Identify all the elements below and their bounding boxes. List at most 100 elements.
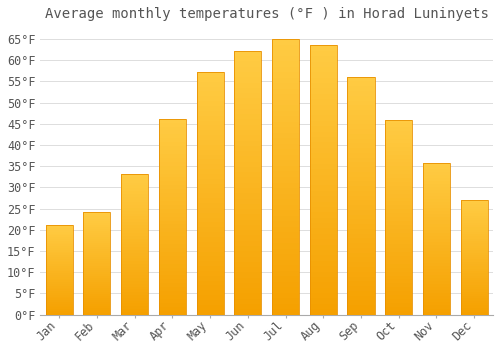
Bar: [460, 214, 488, 216]
Bar: [348, 162, 374, 167]
Bar: [310, 99, 337, 105]
Bar: [310, 261, 337, 266]
Bar: [234, 294, 262, 299]
Bar: [46, 307, 73, 309]
Bar: [121, 292, 148, 295]
Bar: [385, 202, 412, 205]
Bar: [423, 266, 450, 269]
Bar: [348, 238, 374, 243]
Bar: [84, 286, 110, 288]
Bar: [84, 282, 110, 284]
Bar: [272, 144, 299, 149]
Bar: [460, 310, 488, 312]
Bar: [423, 287, 450, 290]
Bar: [272, 83, 299, 89]
Bar: [196, 184, 224, 188]
Bar: [310, 121, 337, 126]
Bar: [46, 228, 73, 230]
Bar: [310, 218, 337, 223]
Bar: [423, 217, 450, 220]
Bar: [46, 309, 73, 311]
Bar: [460, 278, 488, 280]
Bar: [272, 293, 299, 298]
Bar: [196, 213, 224, 218]
Bar: [46, 275, 73, 277]
Bar: [460, 303, 488, 306]
Bar: [46, 280, 73, 282]
Bar: [310, 175, 337, 180]
Bar: [348, 148, 374, 153]
Bar: [272, 232, 299, 238]
Bar: [159, 142, 186, 146]
Bar: [348, 77, 374, 82]
Bar: [234, 272, 262, 278]
Bar: [385, 244, 412, 248]
Bar: [385, 194, 412, 197]
Bar: [310, 153, 337, 159]
Bar: [385, 197, 412, 202]
Bar: [348, 172, 374, 177]
Bar: [385, 147, 412, 151]
Bar: [159, 213, 186, 217]
Bar: [348, 144, 374, 148]
Bar: [196, 145, 224, 150]
Bar: [348, 300, 374, 305]
Bar: [46, 239, 73, 241]
Bar: [423, 166, 450, 169]
Bar: [272, 62, 299, 67]
Bar: [159, 275, 186, 279]
Bar: [310, 293, 337, 299]
Bar: [159, 299, 186, 303]
Bar: [46, 304, 73, 306]
Bar: [385, 151, 412, 155]
Bar: [348, 105, 374, 110]
Bar: [46, 261, 73, 262]
Bar: [159, 264, 186, 267]
Bar: [272, 122, 299, 127]
Bar: [385, 284, 412, 287]
Bar: [121, 287, 148, 289]
Bar: [121, 236, 148, 239]
Bar: [234, 198, 262, 204]
Bar: [460, 216, 488, 218]
Bar: [272, 94, 299, 100]
Bar: [272, 78, 299, 83]
Bar: [460, 230, 488, 232]
Bar: [460, 271, 488, 273]
Bar: [121, 174, 148, 177]
Bar: [121, 225, 148, 228]
Bar: [84, 259, 110, 261]
Bar: [234, 61, 262, 67]
Bar: [84, 237, 110, 239]
Bar: [196, 164, 224, 169]
Bar: [159, 224, 186, 229]
Bar: [84, 243, 110, 245]
Bar: [272, 260, 299, 265]
Bar: [272, 40, 299, 315]
Bar: [310, 105, 337, 110]
Bar: [234, 193, 262, 198]
Bar: [196, 120, 224, 125]
Bar: [46, 234, 73, 236]
Bar: [121, 239, 148, 241]
Bar: [121, 202, 148, 205]
Bar: [348, 210, 374, 215]
Bar: [460, 248, 488, 250]
Bar: [121, 312, 148, 315]
Bar: [196, 159, 224, 164]
Bar: [159, 283, 186, 287]
Bar: [84, 233, 110, 235]
Bar: [272, 204, 299, 210]
Bar: [348, 295, 374, 300]
Bar: [272, 303, 299, 309]
Bar: [310, 159, 337, 164]
Bar: [196, 261, 224, 266]
Bar: [46, 266, 73, 268]
Bar: [272, 210, 299, 216]
Bar: [423, 269, 450, 272]
Bar: [46, 241, 73, 243]
Bar: [310, 51, 337, 56]
Bar: [460, 204, 488, 206]
Bar: [159, 158, 186, 162]
Bar: [46, 248, 73, 250]
